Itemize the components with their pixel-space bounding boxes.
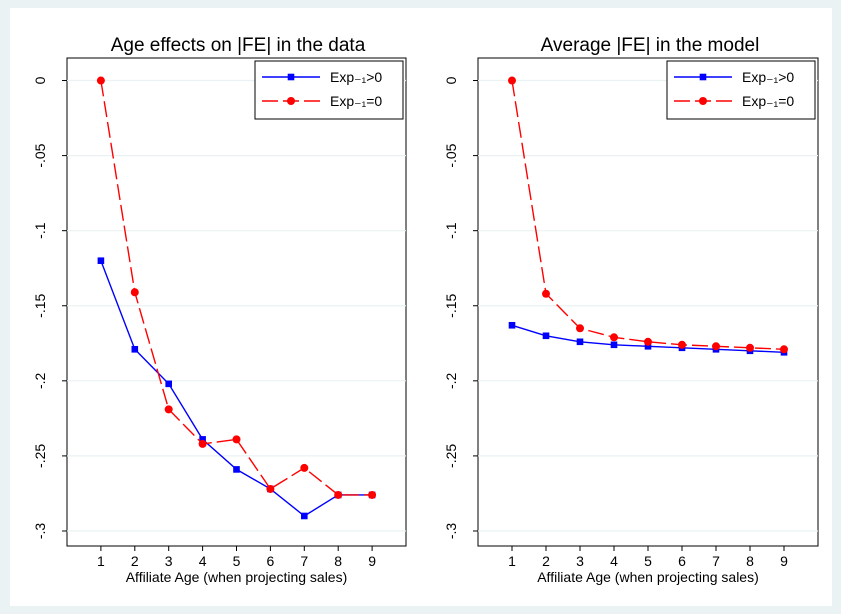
legend-label: Exp₋₁=0 [330,93,382,109]
y-tick-label: 0 [32,76,48,84]
data-point [712,342,720,351]
data-point [576,338,584,346]
x-tick-label: 7 [712,553,720,569]
legend-label: Exp₋₁=0 [742,93,794,109]
x-tick-label: 9 [368,553,376,569]
data-point [610,333,618,342]
data-point [508,76,516,85]
legend-marker [699,73,707,81]
plot-area [477,57,819,547]
data-point [301,512,308,520]
data-point [198,439,207,448]
data-point [644,337,652,346]
chart-title: Age effects on |FE| in the data [111,35,366,56]
data-point [542,289,550,298]
legend-marker [699,97,707,105]
x-tick-label: 1 [508,553,516,569]
legend-marker [287,73,295,81]
data-point [678,340,686,349]
x-tick-label: 3 [165,553,173,569]
y-tick-label: -.1 [32,222,48,239]
data-point [576,324,584,333]
plot-area [66,57,407,547]
y-tick-label: -.3 [32,523,48,540]
x-axis-label: Affiliate Age (when projecting sales) [537,569,759,585]
series-line-2 [511,80,785,350]
data-point [542,332,550,340]
data-point [508,321,516,329]
y-tick-label: -.3 [443,523,459,540]
y-tick-label: -.05 [443,143,459,167]
x-tick-label: 8 [334,553,342,569]
x-tick-label: 2 [131,553,139,569]
x-tick-label: 6 [267,553,275,569]
y-tick-label: -.15 [32,293,48,317]
x-tick-label: 9 [780,553,788,569]
x-tick-label: 7 [300,553,308,569]
chart-panel-2: 0 -.05 -.1 -.15 -.2 -.25 -.3 1 2 3 4 5 6 7 8 9 Affiliate… [443,35,819,585]
data-point [199,436,206,443]
data-point [96,76,105,85]
data-point [165,380,172,388]
y-tick-label: -.1 [443,222,459,239]
y-tick-label: -.25 [443,444,459,468]
legend-label: Exp₋₁>0 [742,69,794,85]
data-point [232,435,241,444]
y-tick-label: -.15 [443,293,459,317]
data-point [610,341,618,349]
data-point [300,463,309,472]
legend-box [254,60,404,120]
data-point [131,345,139,353]
chart-title: Average |FE| in the model [541,35,760,56]
y-tick-label: -.05 [32,143,48,167]
y-tick-label: -.25 [32,444,48,468]
data-point [746,343,754,352]
x-tick-label: 5 [644,553,652,569]
x-tick-label: 3 [576,553,584,569]
data-point [233,466,240,473]
series-line-2 [100,80,373,496]
x-tick-label: 1 [97,553,105,569]
data-point [164,405,173,414]
x-tick-label: 4 [199,553,207,569]
x-tick-label: 2 [542,553,550,569]
legend-label: Exp₋₁>0 [330,69,382,85]
y-tick-label: -.2 [32,372,48,389]
data-point [266,484,275,493]
data-point [780,345,788,354]
x-tick-label: 6 [678,553,686,569]
y-tick-label: 0 [443,76,459,84]
x-tick-label: 8 [746,553,754,569]
x-axis-label: Affiliate Age (when projecting sales) [126,569,348,585]
data-point [644,342,652,350]
legend-box [666,60,816,120]
x-tick-label: 5 [233,553,241,569]
y-tick-label: -.2 [443,372,459,389]
legend-marker [287,97,295,105]
data-point [97,257,105,265]
data-point [368,490,377,499]
chart-panel-1: 0 -.05 -.1 -.15 -.2 -.25 -.3 1 2 3 4 5 6 7 8 9 Affiliate… [32,35,407,585]
data-point [334,490,343,499]
x-tick-label: 4 [610,553,618,569]
data-point [130,288,139,297]
